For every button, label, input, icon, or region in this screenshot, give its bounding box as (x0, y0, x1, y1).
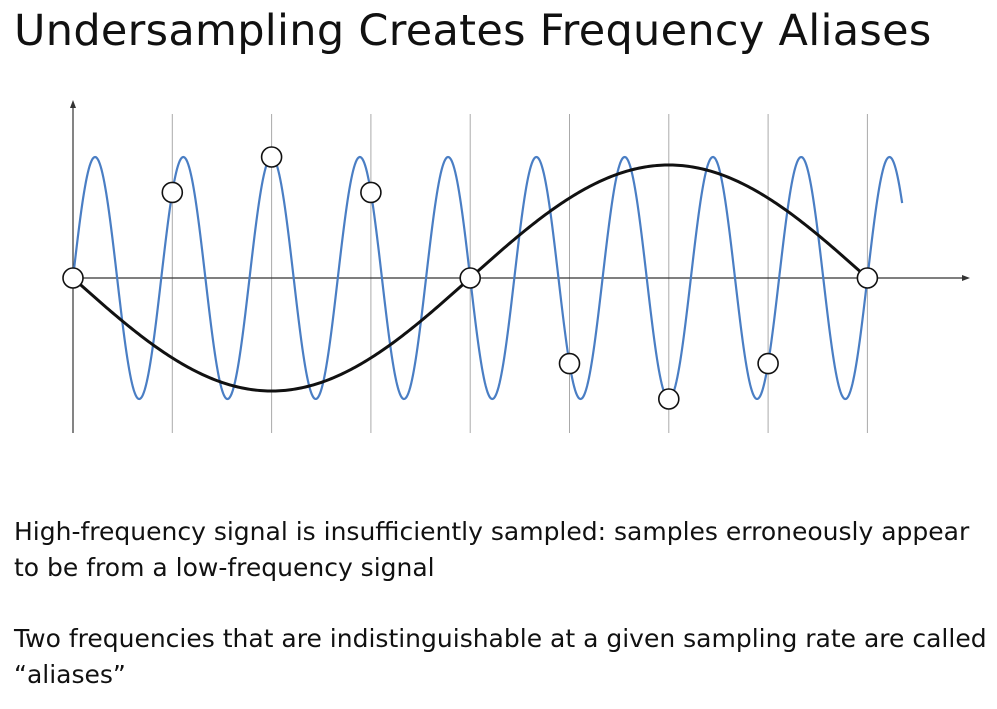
sample-point (260, 146, 283, 168)
x-axis-arrow-icon (962, 275, 970, 281)
sample-point (360, 181, 382, 204)
bullet-aliases-definition: Two frequencies that are indistinguishab… (14, 624, 987, 689)
aliasing-diagram (62, 100, 970, 433)
sample-point (62, 267, 84, 289)
sample-points (62, 146, 879, 410)
y-axis-arrow-icon (70, 100, 76, 108)
sample-point (459, 267, 482, 289)
sample-point (161, 181, 184, 204)
sample-point (657, 388, 680, 410)
bullet-undersampled: High-frequency signal is insufficiently … (14, 517, 970, 582)
sample-point (558, 352, 581, 375)
sample-point (757, 352, 779, 375)
slide-title: Undersampling Creates Frequency Aliases (14, 6, 932, 56)
sample-point (856, 267, 879, 289)
high-frequency-signal (71, 155, 904, 401)
